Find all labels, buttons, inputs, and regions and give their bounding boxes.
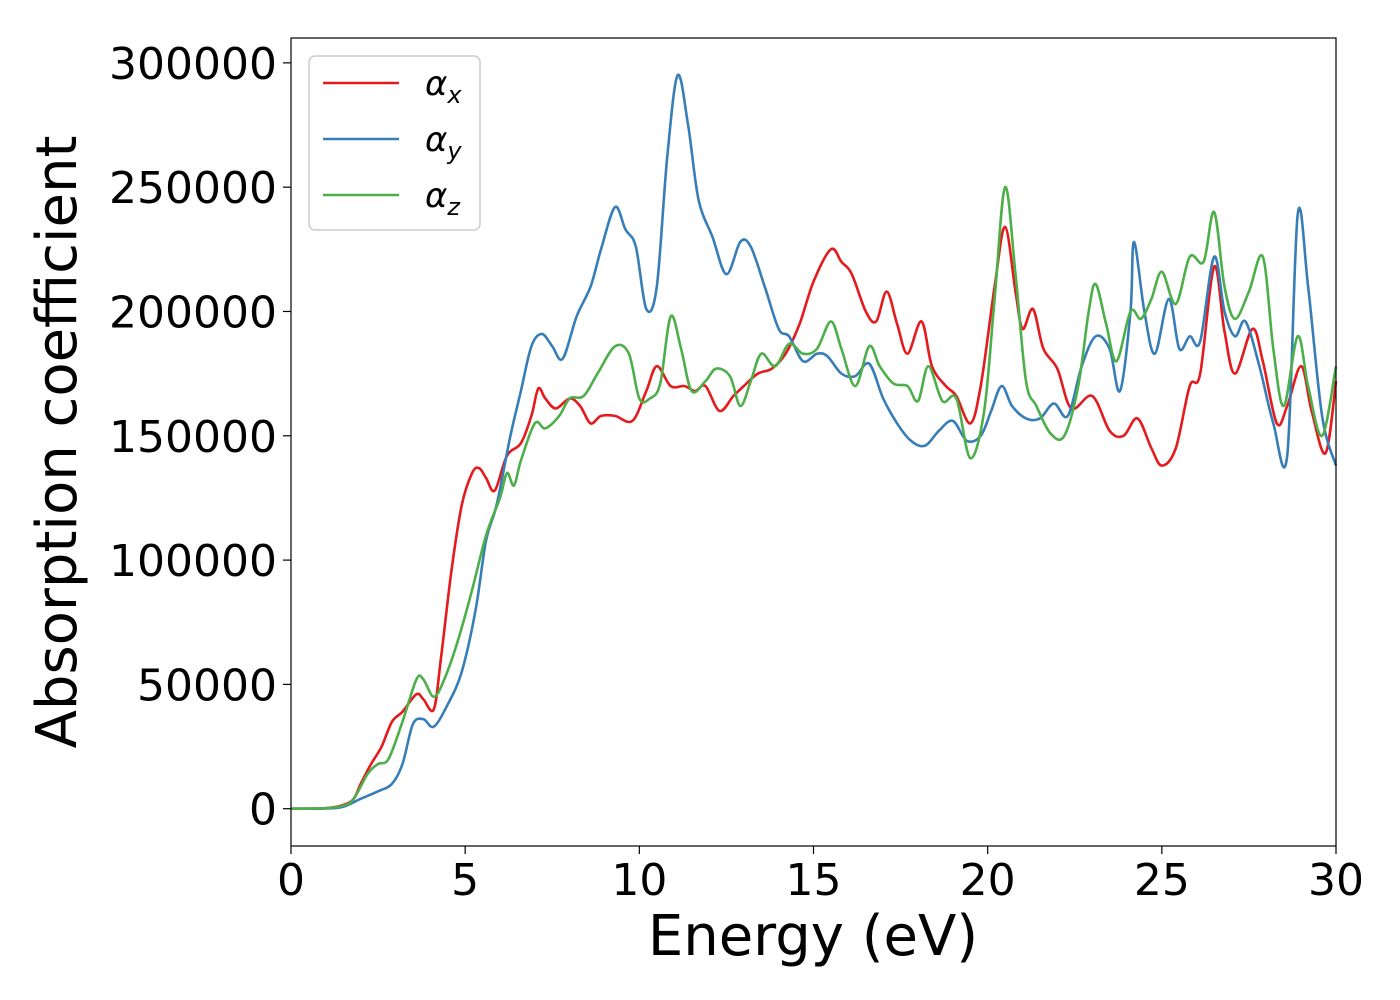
ticks-layer: 0 5 10 15 20 25 30 0 50000 100000 150000 200000 2500… xyxy=(109,39,1364,906)
y-axis-title: Absorption coefficient xyxy=(25,136,90,749)
legend-label-z: αz xyxy=(425,176,461,221)
y-tick-label: 100000 xyxy=(109,536,277,587)
y-tick-label: 0 xyxy=(249,785,277,836)
legend-box xyxy=(308,55,481,231)
y-tick-label: 200000 xyxy=(109,287,277,338)
x-tick-label: 0 xyxy=(277,855,305,906)
x-tick-label: 5 xyxy=(451,855,479,906)
x-tick-label: 20 xyxy=(960,855,1016,906)
series-line-x xyxy=(290,225,1338,810)
x-axis-title: Energy (eV) xyxy=(648,904,978,969)
y-tick-label: 300000 xyxy=(109,39,277,90)
series-line-y xyxy=(290,73,1338,811)
x-tick-label: 25 xyxy=(1134,855,1190,906)
y-tick-label: 50000 xyxy=(137,660,277,711)
x-tick-label: 30 xyxy=(1308,855,1364,906)
y-tick-label: 250000 xyxy=(109,163,277,214)
x-tick-label: 15 xyxy=(786,855,842,906)
x-tick-label: 10 xyxy=(611,855,667,906)
series-line-z xyxy=(290,185,1338,810)
series-layer xyxy=(290,73,1338,811)
y-tick-label: 150000 xyxy=(109,412,277,463)
